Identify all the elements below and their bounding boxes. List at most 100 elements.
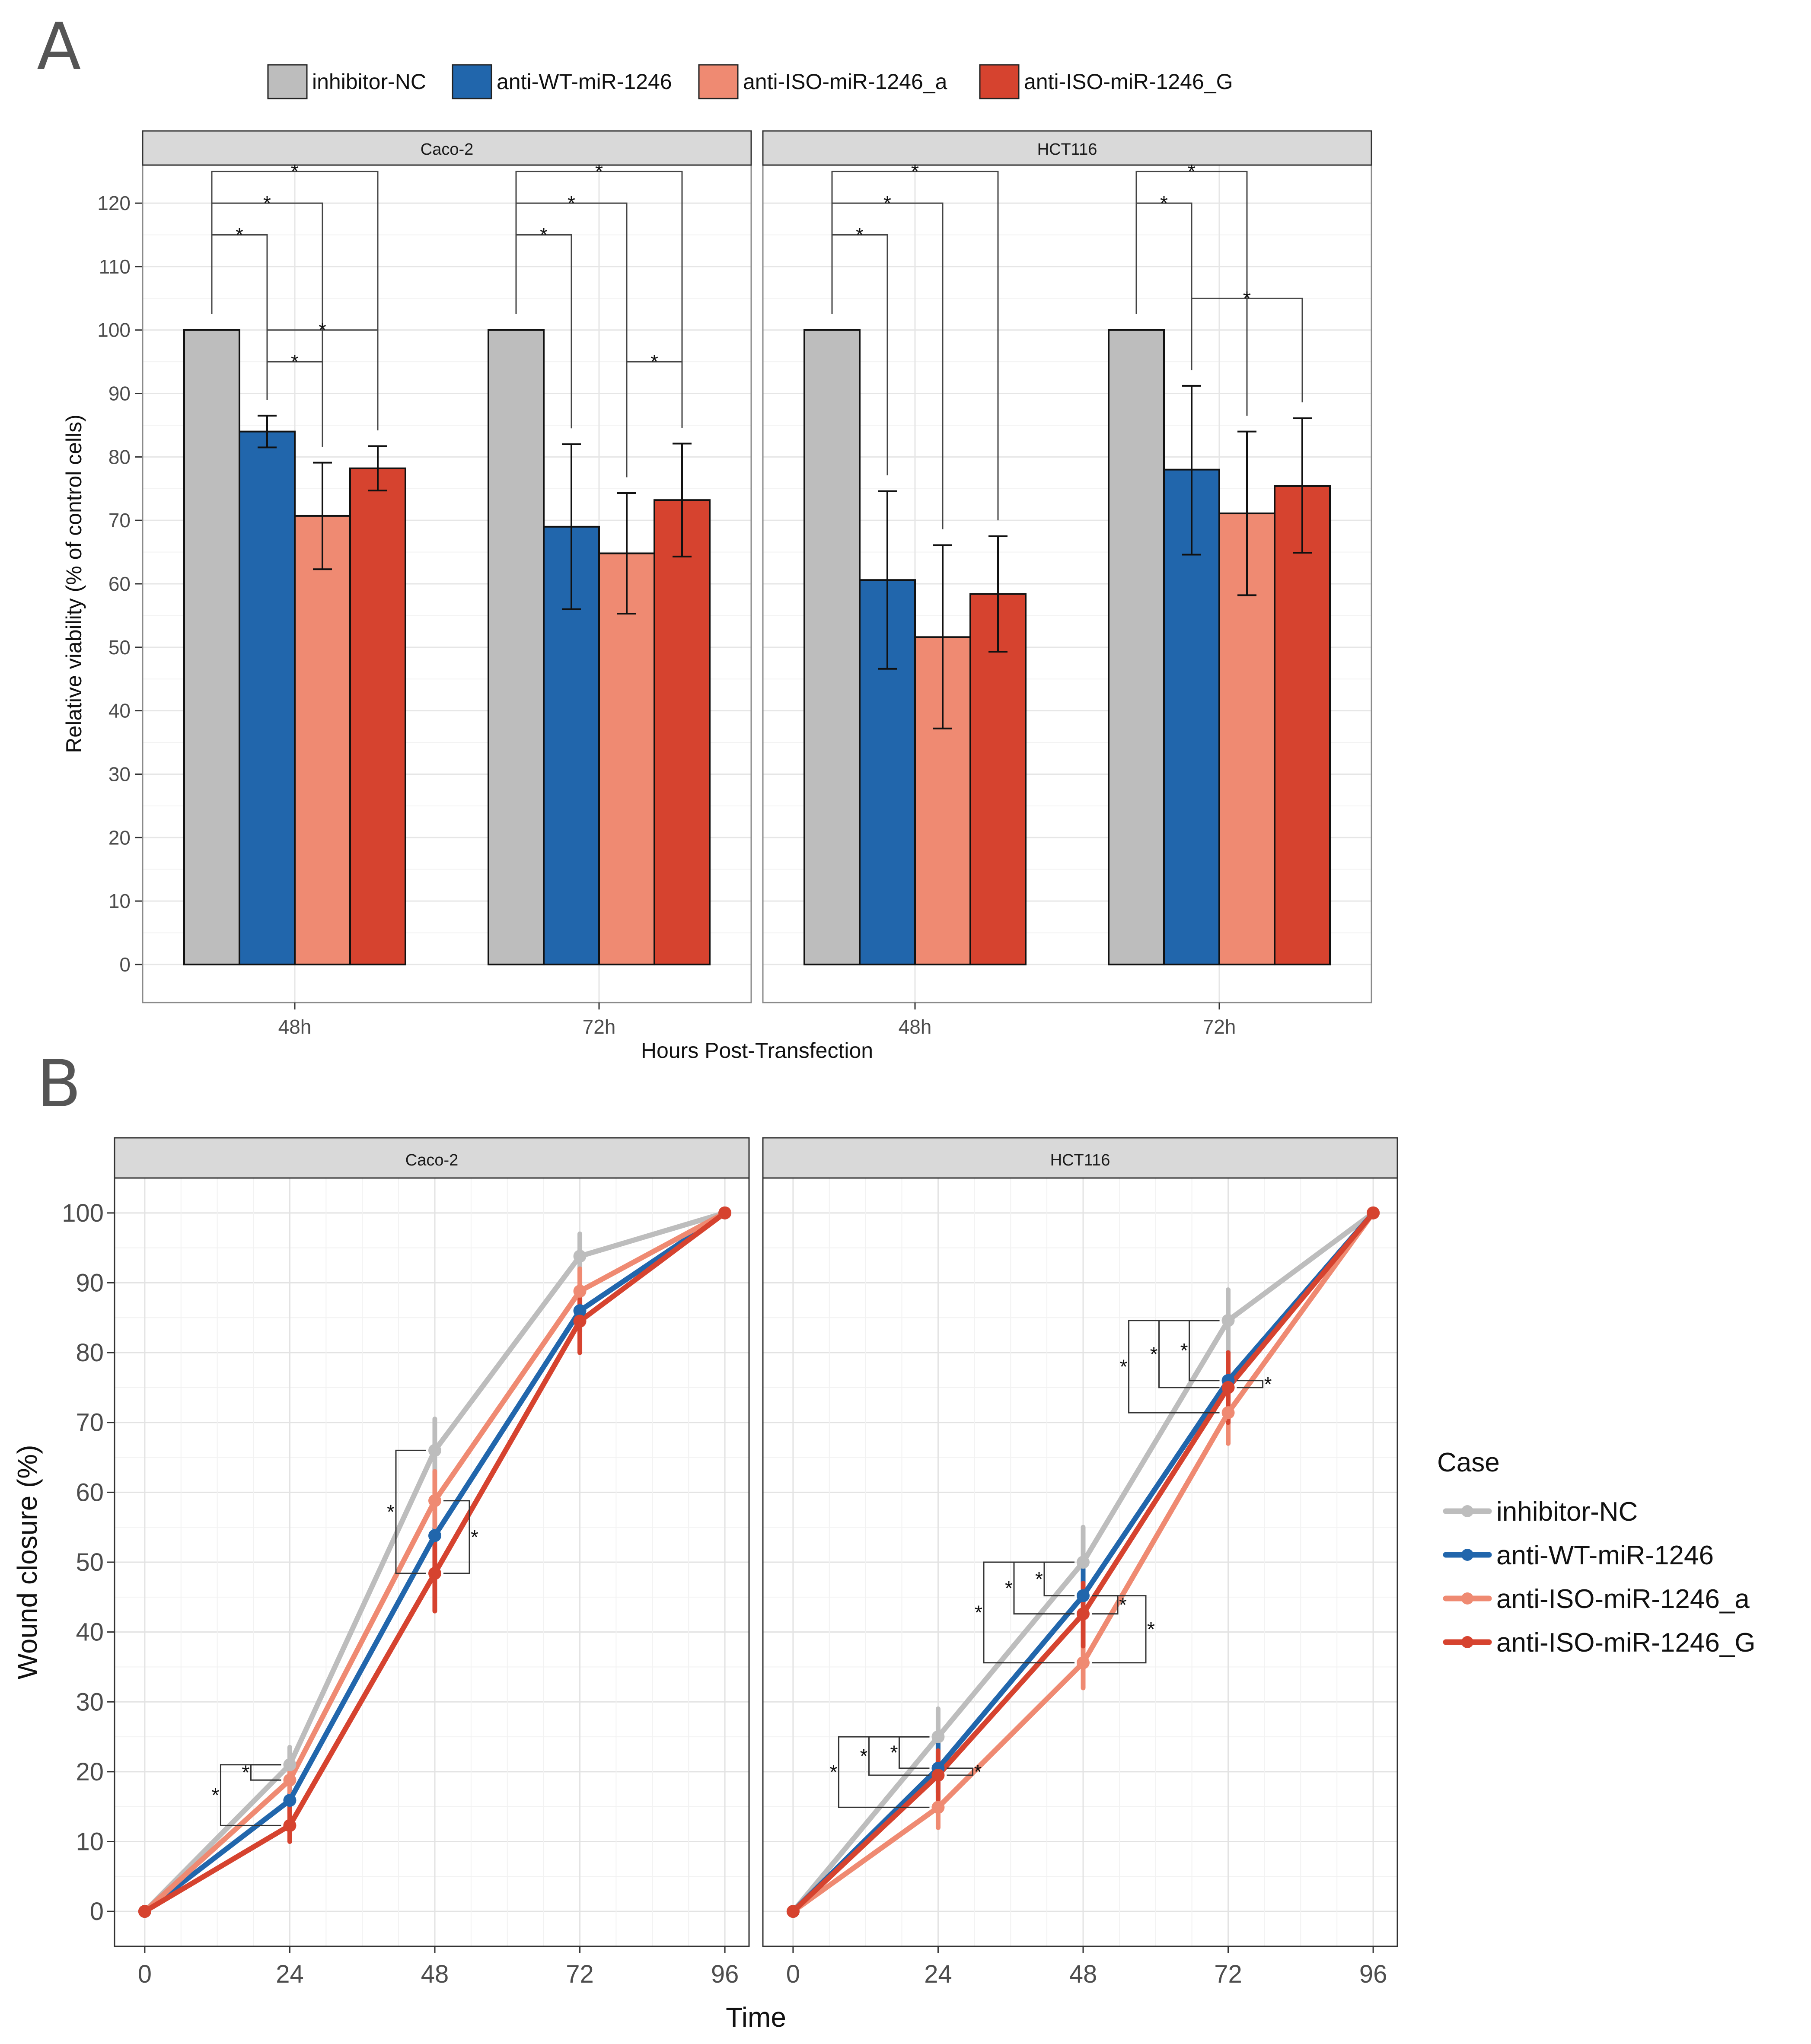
legend-key-anti-wt-mir-1246 <box>452 64 492 99</box>
wound-closure-line-chart: 0 10 20 30 40 50 60 70 80 90 100 Wound closure (%) T… <box>12 1137 1756 2033</box>
bar-hct116-72h-anti-iso-mir-1246-g <box>1274 485 1331 965</box>
bar-caco-2-48h-anti-iso-mir-1246-g <box>349 467 406 965</box>
significance-star: * <box>1119 1594 1127 1616</box>
data-point-hct116-anti-iso-mir-1246-g-0 <box>786 1905 800 1918</box>
data-point-hct116-inhibitor-nc-72 <box>1221 1314 1235 1327</box>
legend-key-point-anti-iso-mir-1246-a <box>1461 1592 1473 1605</box>
significance-star: * <box>242 1761 249 1784</box>
y-tick-label-0: 0 <box>119 953 131 976</box>
significance-star: * <box>1120 1355 1128 1378</box>
significance-star: * <box>1243 287 1251 309</box>
data-point-hct116-anti-iso-mir-1246-a-72 <box>1221 1406 1235 1420</box>
x-tick-label-72h: 72h <box>583 1016 616 1038</box>
significance-star: * <box>1180 1339 1188 1362</box>
y-tick-label-60: 60 <box>108 573 131 595</box>
significance-star: * <box>911 160 919 183</box>
facet-strip-label: Caco-2 <box>421 140 474 159</box>
y-tick-label-20: 20 <box>76 1758 104 1786</box>
bar-hct116-48h-inhibitor-nc <box>803 329 861 965</box>
y-tick-label-70: 70 <box>76 1409 104 1437</box>
y-tick-label-30: 30 <box>76 1688 104 1716</box>
y-tick-label-90: 90 <box>76 1269 104 1297</box>
y-tick-label-10: 10 <box>76 1828 104 1856</box>
y-tick-label-40: 40 <box>108 700 131 722</box>
legend-key-point-anti-iso-mir-1246-g <box>1461 1636 1473 1648</box>
significance-bracket <box>947 1767 973 1776</box>
data-point-hct116-anti-iso-mir-1246-g-72 <box>1221 1381 1235 1394</box>
x-tick-label-24: 24 <box>276 1960 304 1988</box>
data-point-hct116-anti-iso-mir-1246-g-24 <box>931 1768 945 1782</box>
significance-star: * <box>650 350 658 373</box>
y-tick-label-20: 20 <box>108 826 131 849</box>
significance-star: * <box>236 224 243 246</box>
x-tick-label-72h: 72h <box>1203 1016 1236 1038</box>
legend-key-point-inhibitor-nc <box>1461 1505 1473 1517</box>
data-point-hct116-anti-wt-mir-1246-48 <box>1076 1589 1090 1602</box>
bar-caco-2-72h-anti-iso-mir-1246-g <box>654 499 711 965</box>
y-axis-title: Relative viability (% of control cells) <box>62 414 86 753</box>
significance-star: * <box>890 1741 898 1764</box>
significance-star: * <box>211 1784 219 1806</box>
facet-strip <box>762 130 1372 166</box>
y-tick-label-10: 10 <box>108 890 131 912</box>
bar-hct116-48h-anti-iso-mir-1246-g <box>969 593 1027 965</box>
data-point-caco-2-anti-iso-mir-1246-g-72 <box>573 1315 587 1328</box>
significance-star: * <box>471 1526 478 1548</box>
significance-bracket <box>626 361 683 478</box>
data-point-caco-2-anti-iso-mir-1246-g-0 <box>138 1905 151 1918</box>
data-point-caco-2-inhibitor-nc-72 <box>573 1250 587 1263</box>
y-tick-label-110: 110 <box>99 255 131 278</box>
significance-star: * <box>291 350 299 373</box>
x-tick-label-0: 0 <box>786 1960 800 1988</box>
bar-caco-2-48h-anti-iso-mir-1246-a <box>294 515 351 965</box>
legend-label-inhibitor-nc: inhibitor-NC <box>312 70 426 94</box>
facet-strip-label: HCT116 <box>1050 1151 1110 1169</box>
facet-strip-label: Caco-2 <box>405 1151 459 1169</box>
y-tick-label-30: 30 <box>108 763 131 785</box>
significance-bracket <box>266 329 379 430</box>
y-tick-label-70: 70 <box>108 509 131 532</box>
data-point-caco-2-anti-wt-mir-1246-48 <box>428 1529 441 1542</box>
y-tick-label-40: 40 <box>76 1618 104 1646</box>
significance-bracket <box>515 171 683 428</box>
data-point-hct116-anti-iso-mir-1246-g-48 <box>1076 1607 1090 1621</box>
facet-hct116: HCT116 0 24 48 72 96 * * * * * * * * * * * * * <box>762 1137 1398 1988</box>
facet-strip <box>114 1137 750 1179</box>
x-axis-title: Time <box>726 2002 786 2033</box>
legend-title: Case <box>1437 1448 1500 1477</box>
y-tick-label-50: 50 <box>108 636 131 659</box>
significance-bracket <box>1135 171 1248 416</box>
y-tick-label-0: 0 <box>90 1898 104 1926</box>
significance-bracket <box>1128 1320 1220 1414</box>
bar-hct116-72h-inhibitor-nc <box>1108 329 1165 965</box>
significance-bracket <box>443 1500 470 1574</box>
significance-star: * <box>595 160 603 183</box>
significance-bracket <box>1237 1380 1264 1388</box>
significance-bracket <box>838 1736 930 1808</box>
bar-caco-2-48h-anti-wt-mir-1246 <box>239 430 296 965</box>
panel-b-label: B <box>37 1047 81 1122</box>
significance-star: * <box>974 1761 982 1783</box>
y-tick-label-80: 80 <box>108 446 131 468</box>
data-point-caco-2-anti-iso-mir-1246-a-72 <box>573 1284 587 1298</box>
x-axis-title: Hours Post-Transfection <box>641 1038 873 1063</box>
data-point-caco-2-anti-iso-mir-1246-a-24 <box>283 1773 297 1787</box>
y-tick-label-100: 100 <box>62 1199 104 1227</box>
bar-caco-2-72h-inhibitor-nc <box>488 329 545 965</box>
data-point-caco-2-anti-iso-mir-1246-g-24 <box>283 1819 297 1832</box>
significance-bracket <box>1191 297 1303 403</box>
legend-key-point-anti-wt-mir-1246 <box>1461 1549 1473 1561</box>
significance-star: * <box>860 1745 867 1767</box>
significance-star: * <box>883 192 891 214</box>
x-tick-label-48: 48 <box>421 1960 449 1988</box>
significance-star: * <box>1147 1618 1155 1640</box>
significance-star: * <box>1264 1373 1272 1395</box>
x-tick-label-48h: 48h <box>899 1016 932 1038</box>
x-tick-label-48: 48 <box>1069 1960 1097 1988</box>
x-tick-label-72: 72 <box>1214 1960 1242 1988</box>
legend-key-inhibitor-nc <box>267 64 308 99</box>
data-point-caco-2-inhibitor-nc-24 <box>283 1758 297 1771</box>
data-point-hct116-anti-iso-mir-1246-a-24 <box>931 1801 945 1814</box>
x-tick-label-48h: 48h <box>278 1016 312 1038</box>
